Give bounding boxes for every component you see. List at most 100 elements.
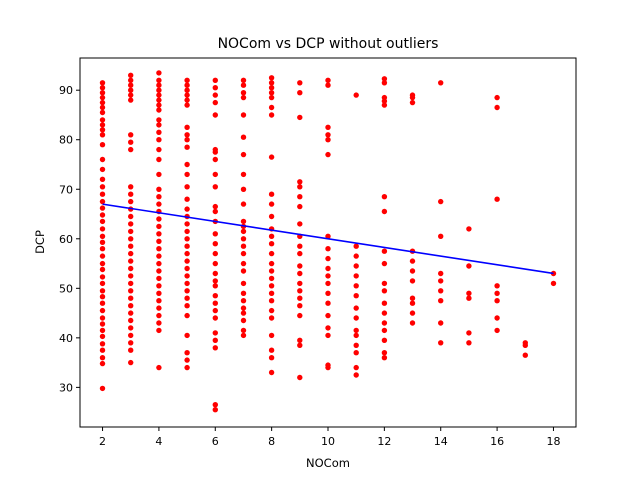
scatter-point (466, 330, 472, 336)
x-tick-label: 4 (155, 435, 162, 448)
scatter-point (184, 258, 190, 264)
scatter-point (268, 250, 275, 257)
scatter-point (99, 104, 106, 111)
scatter-point (99, 132, 106, 138)
scatter-point (184, 250, 190, 257)
scatter-point (128, 265, 134, 272)
scatter-point (494, 104, 500, 111)
scatter-point (212, 300, 218, 306)
scatter-point (212, 330, 218, 336)
scatter-point (184, 97, 190, 103)
scatter-point (268, 191, 275, 197)
scatter-point (99, 142, 106, 148)
scatter-point (99, 253, 106, 259)
x-axis-label: NOCom (306, 456, 350, 470)
scatter-point (325, 290, 331, 296)
scatter-point (297, 80, 303, 86)
scatter-point (212, 92, 218, 98)
scatter-point (128, 288, 134, 294)
x-tick-label: 10 (321, 435, 335, 448)
scatter-point (353, 350, 359, 356)
scatter-point (240, 77, 247, 84)
scatter-point (409, 99, 416, 106)
scatter-point (128, 228, 134, 235)
scatter-point (297, 295, 303, 301)
scatter-point (184, 87, 190, 93)
scatter-point (438, 340, 444, 346)
scatter-point (268, 315, 275, 321)
scatter-point (156, 102, 162, 108)
scatter-point (212, 260, 218, 267)
scatter-point (325, 233, 331, 239)
scatter-point (353, 253, 359, 259)
scatter-point (128, 92, 134, 98)
scatter-point (99, 198, 106, 205)
scatter-point (522, 352, 528, 358)
scatter-point (156, 275, 162, 282)
scatter-point (212, 315, 218, 321)
scatter-point (156, 260, 162, 267)
scatter-point (240, 298, 247, 304)
scatter-point (99, 360, 106, 367)
scatter-point (240, 280, 247, 287)
scatter-point (381, 260, 388, 267)
scatter-point (128, 317, 134, 324)
scatter-point (297, 90, 303, 96)
scatter-point (99, 266, 106, 273)
scatter-point (240, 310, 247, 316)
scatter-point (381, 327, 388, 334)
scatter-point (438, 233, 444, 239)
scatter-point (409, 300, 416, 306)
scatter-point (184, 206, 190, 212)
scatter-point (156, 238, 162, 244)
scatter-point (297, 250, 303, 257)
scatter-point (409, 92, 416, 98)
scatter-point (381, 208, 388, 215)
chart-title: NOCom vs DCP without outliers (218, 36, 439, 52)
scatter-point (99, 307, 106, 314)
scatter-point (353, 305, 359, 311)
scatter-point (353, 243, 359, 249)
scatter-point (438, 320, 444, 326)
scatter-point (466, 340, 472, 346)
scatter-point (156, 216, 162, 222)
x-tick-label: 8 (268, 435, 275, 448)
scatter-point (240, 90, 247, 96)
scatter-point (494, 94, 500, 101)
scatter-point (99, 274, 106, 280)
scatter-point (184, 312, 190, 319)
scatter-point (184, 236, 190, 242)
scatter-point (325, 325, 331, 331)
scatter-point (438, 80, 444, 86)
scatter-point (99, 321, 106, 327)
scatter-point (99, 156, 106, 163)
scatter-point (212, 171, 218, 178)
scatter-point (381, 80, 388, 86)
scatter-point (128, 359, 134, 366)
scatter-point (156, 122, 162, 128)
scatter-point (325, 273, 331, 279)
scatter-point (381, 337, 388, 343)
scatter-point (325, 332, 331, 339)
scatter-point (128, 87, 134, 93)
scatter-point (128, 243, 134, 249)
scatter-point (99, 176, 106, 182)
scatter-point (268, 233, 275, 239)
y-tick-label: 50 (59, 282, 73, 295)
scatter-point (466, 290, 472, 296)
scatter-point (381, 288, 388, 294)
scatter-point (268, 347, 275, 353)
scatter-point (156, 156, 162, 163)
scatter-point (268, 260, 275, 267)
scatter-point (268, 241, 275, 247)
scatter-point (99, 90, 106, 96)
scatter-point (212, 407, 218, 413)
scatter-point (353, 327, 359, 334)
scatter-point (240, 134, 247, 140)
scatter-point (184, 161, 190, 168)
scatter-point (128, 77, 134, 84)
scatter-point (184, 92, 190, 98)
y-axis-ticks: 30 40 50 60 70 80 90 (59, 84, 80, 394)
scatter-point (212, 270, 218, 277)
scatter-point (240, 268, 247, 274)
